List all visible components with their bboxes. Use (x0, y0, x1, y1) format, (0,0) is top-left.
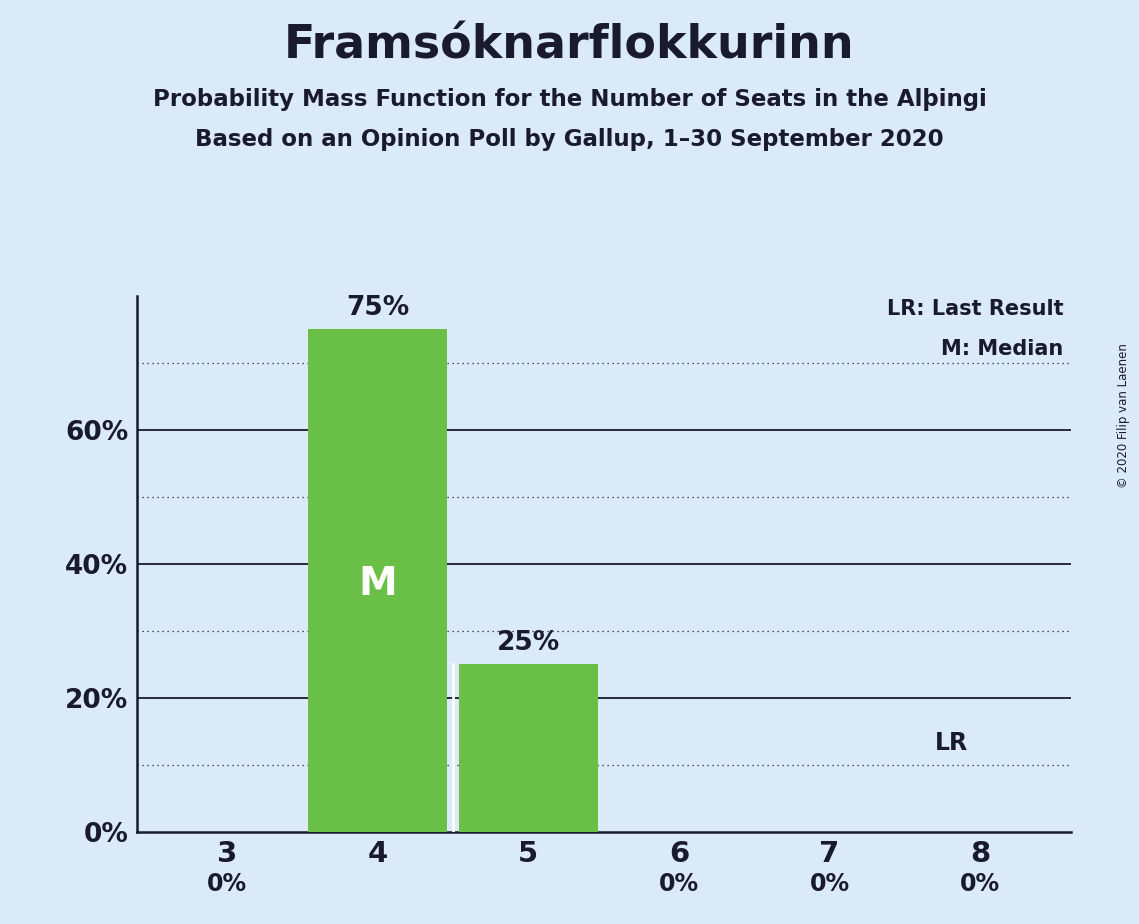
Text: © 2020 Filip van Laenen: © 2020 Filip van Laenen (1117, 344, 1130, 488)
Text: 25%: 25% (497, 630, 560, 656)
Text: Probability Mass Function for the Number of Seats in the Alþingi: Probability Mass Function for the Number… (153, 88, 986, 111)
Text: Framsóknarflokkurinn: Framsóknarflokkurinn (285, 23, 854, 68)
Bar (459, 664, 598, 832)
Text: LR: Last Result: LR: Last Result (886, 299, 1063, 319)
Text: LR: LR (935, 731, 968, 755)
Text: Based on an Opinion Poll by Gallup, 1–30 September 2020: Based on an Opinion Poll by Gallup, 1–30… (195, 128, 944, 151)
Text: M: Median: M: Median (941, 339, 1063, 359)
Text: M: M (359, 565, 398, 602)
Bar (309, 329, 446, 832)
Text: 0%: 0% (960, 872, 1000, 895)
Text: 0%: 0% (207, 872, 247, 895)
Text: 0%: 0% (810, 872, 850, 895)
Text: 0%: 0% (659, 872, 699, 895)
Text: 75%: 75% (346, 295, 409, 322)
